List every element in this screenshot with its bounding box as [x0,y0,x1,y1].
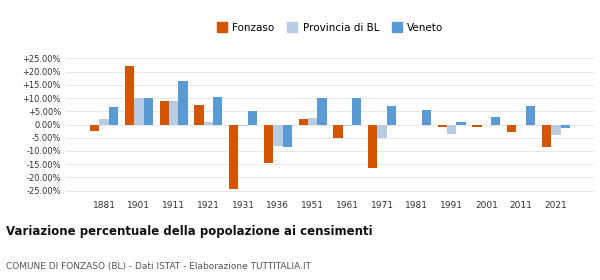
Legend: Fonzaso, Provincia di BL, Veneto: Fonzaso, Provincia di BL, Veneto [214,19,446,36]
Bar [248,111,257,125]
Bar [542,125,551,147]
Bar [178,81,188,125]
Bar [472,125,482,127]
Bar [203,122,213,125]
Bar [334,125,343,138]
Bar [143,98,153,125]
Bar [229,125,238,189]
Bar [134,98,143,125]
Bar [437,125,447,127]
Bar [194,105,203,125]
Bar [377,125,387,138]
Bar [299,119,308,125]
Bar [447,125,457,134]
Bar [169,101,178,125]
Bar [507,125,517,132]
Bar [264,125,273,163]
Bar [213,97,223,125]
Bar [560,125,570,129]
Bar [352,98,361,125]
Bar [491,116,500,125]
Bar [273,125,283,146]
Bar [526,106,535,125]
Bar [100,119,109,125]
Bar [90,125,100,131]
Bar [308,118,317,125]
Bar [387,106,396,125]
Bar [343,125,352,126]
Text: Variazione percentuale della popolazione ai censimenti: Variazione percentuale della popolazione… [6,225,373,238]
Bar [283,125,292,147]
Bar [457,122,466,125]
Text: COMUNE DI FONZASO (BL) - Dati ISTAT - Elaborazione TUTTITALIA.IT: COMUNE DI FONZASO (BL) - Dati ISTAT - El… [6,262,311,271]
Bar [160,101,169,125]
Bar [238,125,248,126]
Bar [317,98,326,125]
Bar [125,66,134,125]
Bar [368,125,377,168]
Bar [109,107,118,125]
Bar [422,110,431,125]
Bar [551,125,560,135]
